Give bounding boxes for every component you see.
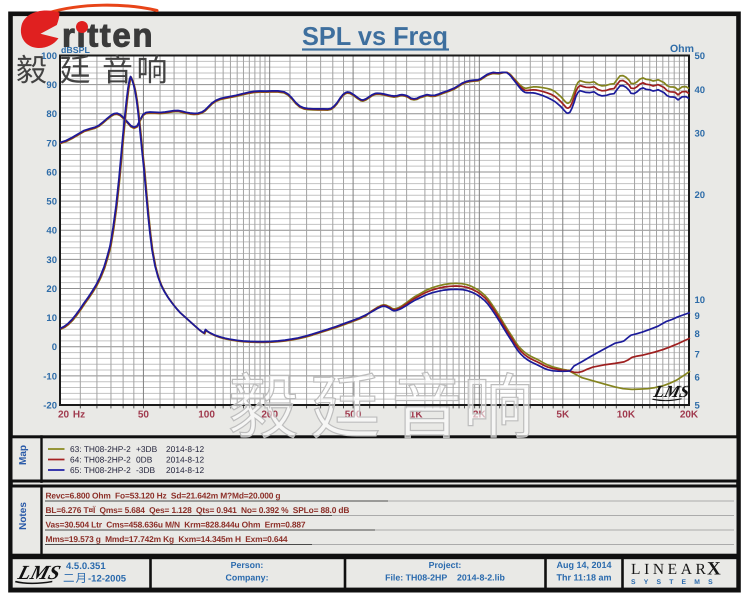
- svg-text:X: X: [707, 559, 721, 580]
- svg-text:+3DB: +3DB: [136, 444, 158, 454]
- svg-text:BL=6.276 T¤Ϊ Qms= 5.684 Qes=: BL=6.276 T¤Ϊ Qms= 5.684 Qes= 1.128 Qts= …: [46, 505, 350, 515]
- svg-text:SPL vs Freq: SPL vs Freq: [302, 21, 448, 51]
- svg-text:LINEAR: LINEAR: [631, 561, 709, 578]
- svg-text:SYSTEMS: SYSTEMS: [631, 579, 721, 586]
- svg-text:80: 80: [46, 109, 57, 120]
- svg-text:4.5.0.351: 4.5.0.351: [66, 561, 106, 572]
- svg-text:2014-8-12: 2014-8-12: [166, 465, 205, 475]
- svg-text:20: 20: [46, 284, 57, 295]
- svg-text:7: 7: [695, 349, 700, 360]
- svg-text:5: 5: [695, 400, 701, 411]
- svg-text:File: TH08-2HP 2014-8-2.lib: File: TH08-2HP 2014-8-2.lib: [385, 573, 505, 583]
- svg-text:ritten: ritten: [62, 17, 154, 54]
- svg-text:65: TH08-2HP-2: 65: TH08-2HP-2: [70, 465, 131, 475]
- svg-text:Company:: Company:: [225, 573, 268, 583]
- svg-text:10: 10: [695, 295, 706, 306]
- svg-text:6: 6: [695, 373, 700, 384]
- svg-text:64: TH08-2HP-2: 64: TH08-2HP-2: [70, 455, 131, 465]
- svg-text:Map: Map: [18, 445, 29, 465]
- svg-text:20: 20: [58, 410, 70, 421]
- svg-text:-3DB: -3DB: [136, 465, 155, 475]
- svg-text:60: 60: [46, 167, 57, 178]
- svg-text:40: 40: [46, 226, 57, 237]
- svg-text:0: 0: [52, 342, 57, 353]
- svg-text:-20: -20: [43, 400, 57, 411]
- svg-text:LMS: LMS: [15, 562, 63, 584]
- svg-text:50: 50: [46, 197, 57, 208]
- svg-text:20K: 20K: [680, 410, 699, 421]
- svg-text:10: 10: [46, 313, 57, 324]
- svg-text:50: 50: [138, 410, 150, 421]
- svg-text:Ohm: Ohm: [670, 43, 694, 55]
- svg-text:LMS: LMS: [651, 382, 692, 401]
- svg-text:Project:: Project:: [429, 560, 462, 570]
- svg-text:Hz: Hz: [73, 410, 85, 421]
- svg-text:Vas=30.504 Ltr Cms=458.636u M: Vas=30.504 Ltr Cms=458.636u M/N Krm=828.…: [46, 520, 306, 530]
- svg-text:100: 100: [198, 410, 215, 421]
- svg-text:20: 20: [695, 190, 706, 201]
- svg-text:40: 40: [695, 85, 706, 96]
- svg-text:30: 30: [46, 255, 57, 266]
- svg-text:500: 500: [345, 410, 362, 421]
- svg-text:9: 9: [695, 311, 700, 322]
- svg-text:1K: 1K: [410, 410, 424, 421]
- svg-text:10K: 10K: [617, 410, 636, 421]
- svg-text:2014-8-12: 2014-8-12: [166, 455, 205, 465]
- svg-text:30: 30: [695, 128, 706, 139]
- svg-text:8: 8: [695, 329, 700, 340]
- svg-text:Revc=6.800 Ohm Fo=53.120 Hz: Revc=6.800 Ohm Fo=53.120 Hz Sd=21.642m M…: [46, 491, 281, 501]
- svg-text:0DB: 0DB: [136, 455, 153, 465]
- svg-text:50: 50: [695, 51, 706, 62]
- svg-text:2014-8-12: 2014-8-12: [166, 444, 205, 454]
- svg-text:90: 90: [46, 80, 57, 91]
- svg-text:70: 70: [46, 138, 57, 149]
- svg-text:Mms=19.573 g Mmd=17.742m Kg: Mms=19.573 g Mmd=17.742m Kg Kxm=14.345m …: [46, 534, 288, 544]
- svg-text:-10: -10: [43, 371, 57, 382]
- svg-text:Thr 11:18 am: Thr 11:18 am: [556, 573, 611, 583]
- svg-text:5K: 5K: [556, 410, 570, 421]
- svg-text:Person:: Person:: [231, 560, 264, 570]
- svg-text:-12-2005: -12-2005: [88, 574, 127, 585]
- svg-text:Aug 14, 2014: Aug 14, 2014: [556, 560, 611, 570]
- svg-text:100: 100: [41, 51, 57, 62]
- svg-text:63: TH08-2HP-2: 63: TH08-2HP-2: [70, 444, 131, 454]
- svg-text:dBSPL: dBSPL: [61, 45, 90, 55]
- svg-text:Notes: Notes: [18, 502, 29, 530]
